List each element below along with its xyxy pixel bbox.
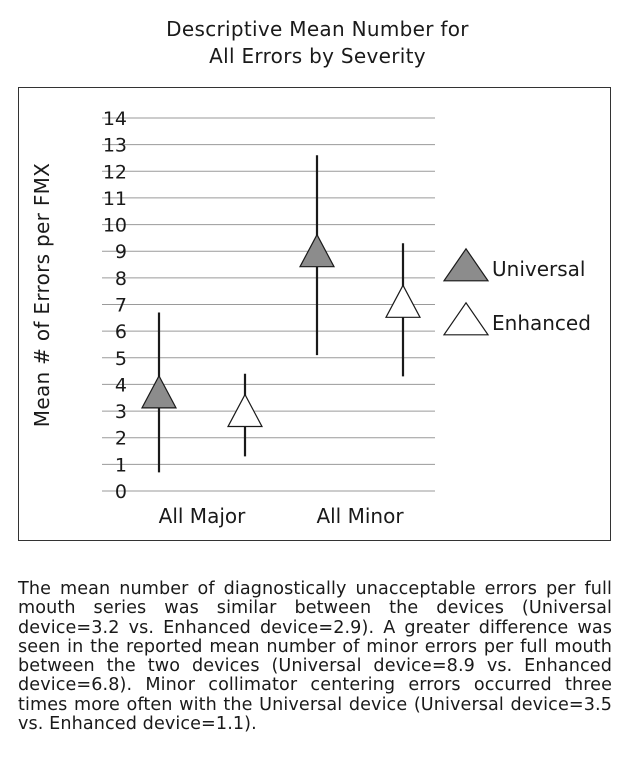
y-tick-label-14: 14 xyxy=(103,108,127,130)
marker-enhanced-0 xyxy=(227,393,263,428)
y-tick-label-11: 11 xyxy=(103,188,127,210)
marker-enhanced-1 xyxy=(385,284,421,318)
chart-caption: The mean number of diagnostically unacce… xyxy=(18,579,612,735)
y-tick-label-7: 7 xyxy=(115,295,127,317)
chart-title-line-1: Descriptive Mean Number for xyxy=(166,17,469,41)
y-tick-label-6: 6 xyxy=(115,321,127,343)
chart-frame xyxy=(18,87,611,541)
y-tick-label-2: 2 xyxy=(115,428,127,450)
y-axis-label: Mean # of Errors per FMX xyxy=(30,163,54,427)
y-tick-label-5: 5 xyxy=(115,348,127,370)
x-category-label-0: All Major xyxy=(159,504,246,528)
marker-universal-1 xyxy=(299,233,335,268)
legend-label-universal: Universal xyxy=(492,257,585,281)
chart-title: Descriptive Mean Number for All Errors b… xyxy=(0,16,635,70)
y-tick-label-1: 1 xyxy=(115,454,127,476)
legend-marker-enhanced xyxy=(442,301,490,336)
y-tick-label-0: 0 xyxy=(115,481,127,503)
y-tick-label-13: 13 xyxy=(103,135,127,157)
chart-plot: Mean # of Errors per FMX 012345678910111… xyxy=(30,108,591,528)
y-tick-label-9: 9 xyxy=(115,241,127,263)
y-tick-label-12: 12 xyxy=(103,161,127,183)
y-tick-label-4: 4 xyxy=(115,374,127,396)
y-tick-label-3: 3 xyxy=(115,401,127,423)
y-tick-label-10: 10 xyxy=(103,215,127,237)
chart-title-line-2: All Errors by Severity xyxy=(209,44,426,68)
legend-label-enhanced: Enhanced xyxy=(492,311,591,335)
x-category-label-1: All Minor xyxy=(316,504,404,528)
y-tick-label-8: 8 xyxy=(115,268,127,290)
marker-universal-0 xyxy=(141,374,177,409)
legend-marker-universal xyxy=(442,247,490,282)
